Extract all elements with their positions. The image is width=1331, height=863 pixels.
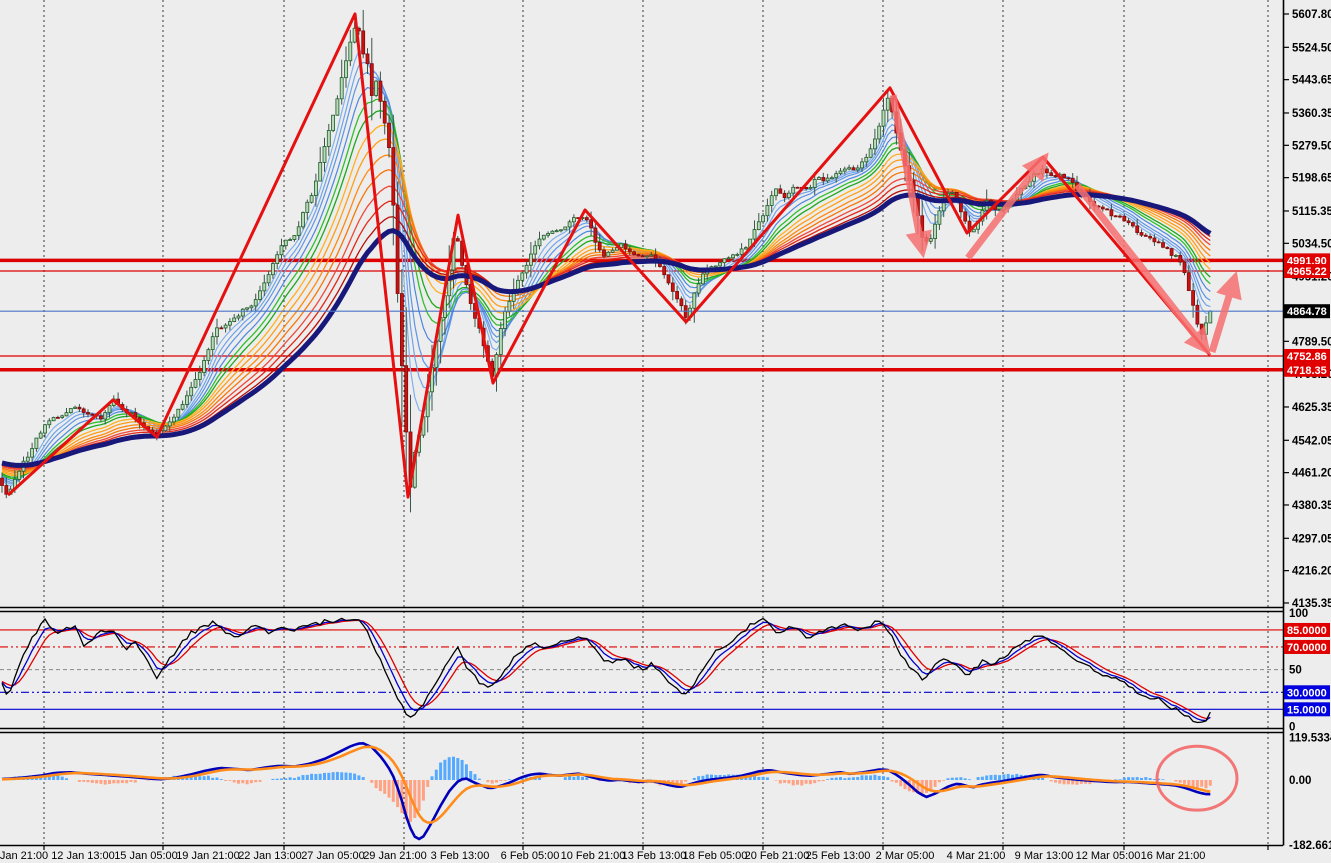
time-label: 22 Jan 13:00	[238, 850, 302, 862]
price-marker-label-4718.35: 4718.35	[1284, 362, 1330, 377]
price-tick-label: 4297.05	[1292, 533, 1331, 545]
time-label: 15 Jan 05:00	[114, 850, 178, 862]
macd-histogram	[9, 756, 1212, 822]
osc-level-label-30: 30.0000	[1284, 685, 1330, 700]
svg-text:4965.22: 4965.22	[1287, 266, 1327, 278]
price-tick-label: 5279.50	[1292, 140, 1331, 152]
svg-text:30.0000: 30.0000	[1287, 687, 1327, 699]
svg-text:4864.78: 4864.78	[1287, 306, 1327, 318]
osc-level-label-70: 70.0000	[1284, 639, 1330, 654]
time-label: 2 Mar 05:00	[876, 850, 935, 862]
time-label: 13 Feb 13:00	[622, 850, 687, 862]
time-label: 19 Jan 21:00	[176, 850, 240, 862]
price-tick-label: 5115.35	[1292, 206, 1331, 218]
price-marker-label-4965.22: 4965.22	[1284, 264, 1330, 279]
time-label: 12 Jan 13:00	[51, 850, 115, 862]
time-label: 20 Feb 21:00	[745, 850, 810, 862]
time-label: 10 Feb 21:00	[561, 850, 626, 862]
time-label: 6 Feb 05:00	[501, 850, 560, 862]
svg-text:4718.35: 4718.35	[1287, 365, 1327, 377]
macd-panel[interactable]	[1, 741, 1239, 841]
price-axis[interactable]: 5607.80 5524.50 5443.65 5360.35 5279.50 5198.…	[1284, 9, 1331, 852]
price-tick-label: 5360.35	[1292, 108, 1331, 120]
svg-text:70.0000: 70.0000	[1287, 642, 1327, 654]
price-tick-label: 4789.50	[1292, 336, 1331, 348]
time-label: 4 Mar 21:00	[947, 850, 1006, 862]
price-tick-label: 5034.50	[1292, 238, 1331, 250]
svg-text:85.0000: 85.0000	[1287, 625, 1327, 637]
osc-level-label-85: 85.0000	[1284, 622, 1330, 637]
time-label: 12 Mar 05:00	[1076, 850, 1141, 862]
price-tick-label: 5443.65	[1292, 75, 1331, 87]
osc-axis-label: 100	[1289, 608, 1308, 620]
time-label: 27 Jan 05:00	[301, 850, 365, 862]
macd-axis-label: -182.6615	[1289, 840, 1331, 852]
macd-axis-label: 119.5334	[1289, 733, 1331, 745]
panel-borders	[0, 0, 1285, 847]
time-label: Jan 21:00	[0, 850, 48, 862]
price-marker-label-4864.78: 4864.78	[1284, 304, 1330, 319]
osc-axis-label: 50	[1289, 665, 1302, 677]
macd-axis-label: 0.00	[1289, 775, 1311, 787]
signal-line	[1, 745, 1211, 824]
price-tick-label: 5524.50	[1292, 42, 1331, 54]
trend-arrow-2[interactable]	[965, 152, 1049, 261]
oscillator-panel[interactable]	[0, 617, 1283, 724]
trend-zigzag[interactable]	[6, 12, 1212, 499]
macd-line	[1, 741, 1211, 841]
time-label: 16 Mar 21:00	[1141, 850, 1206, 862]
osc-line-black	[1, 617, 1211, 724]
price-tick-label: 5607.80	[1292, 9, 1331, 21]
osc-line-red	[1, 619, 1211, 720]
time-label: 18 Feb 05:00	[683, 850, 748, 862]
osc-line-blue	[1, 619, 1211, 722]
trend-arrow-3[interactable]	[1074, 182, 1211, 356]
main-panel-grid	[43, 0, 1269, 845]
svg-text:15.0000: 15.0000	[1287, 704, 1327, 716]
trend-arrow-4[interactable]	[1208, 271, 1242, 353]
svg-text:4752.86: 4752.86	[1287, 351, 1327, 363]
osc-axis-label: 0	[1289, 721, 1295, 733]
price-tick-label: 4380.35	[1292, 500, 1331, 512]
price-marker-label-4752.86: 4752.86	[1284, 348, 1330, 363]
price-tick-label: 4135.35	[1292, 598, 1331, 610]
price-tick-label: 4542.05	[1292, 435, 1331, 447]
price-tick-label: 4461.20	[1292, 468, 1331, 480]
time-label: 25 Feb 13:00	[806, 850, 871, 862]
time-label: 3 Feb 13:00	[431, 850, 490, 862]
price-tick-label: 5198.65	[1292, 173, 1331, 185]
price-tick-label: 4625.35	[1292, 402, 1331, 414]
trend-arrow-1[interactable]	[889, 94, 932, 259]
osc-level-label-15: 15.0000	[1284, 702, 1330, 717]
drawing-objects[interactable]	[6, 12, 1242, 499]
time-label: 9 Mar 13:00	[1015, 850, 1074, 862]
price-tick-label: 4216.20	[1292, 566, 1331, 578]
highlight-ellipse[interactable]	[1155, 744, 1239, 812]
time-label: 29 Jan 21:00	[363, 850, 427, 862]
